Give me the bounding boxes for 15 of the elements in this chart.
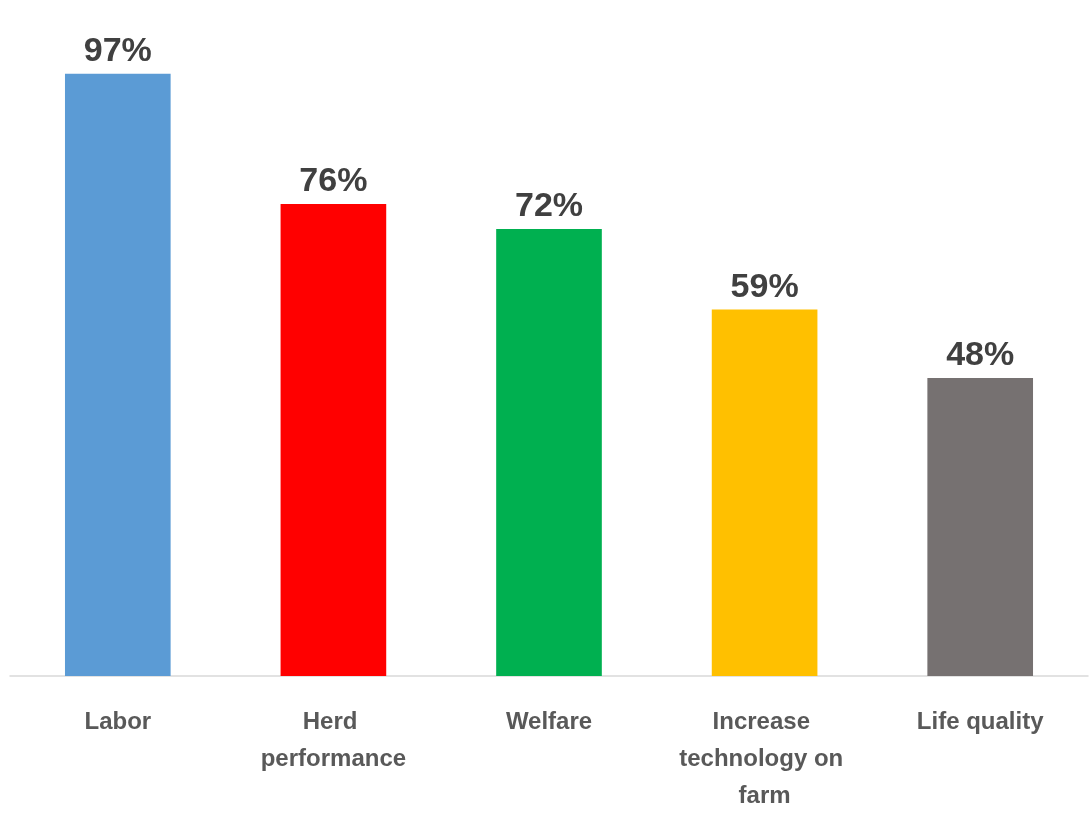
x-tick-label: Welfare bbox=[505, 707, 593, 734]
data-label: 48% bbox=[946, 333, 1015, 372]
x-tick-label: Herd performance bbox=[260, 707, 407, 771]
data-label: 76% bbox=[299, 160, 368, 199]
bar bbox=[711, 309, 818, 676]
data-label: 59% bbox=[730, 265, 799, 304]
bar bbox=[64, 73, 171, 676]
data-label: 97% bbox=[83, 29, 152, 68]
bar bbox=[927, 377, 1034, 676]
data-label: 72% bbox=[514, 184, 584, 223]
x-tick-label: Labor bbox=[84, 707, 152, 734]
bar bbox=[496, 228, 602, 676]
x-tick-label: Increase technology on farm bbox=[679, 707, 850, 808]
bar bbox=[280, 204, 387, 676]
x-tick-label: Life quality bbox=[916, 707, 1045, 734]
